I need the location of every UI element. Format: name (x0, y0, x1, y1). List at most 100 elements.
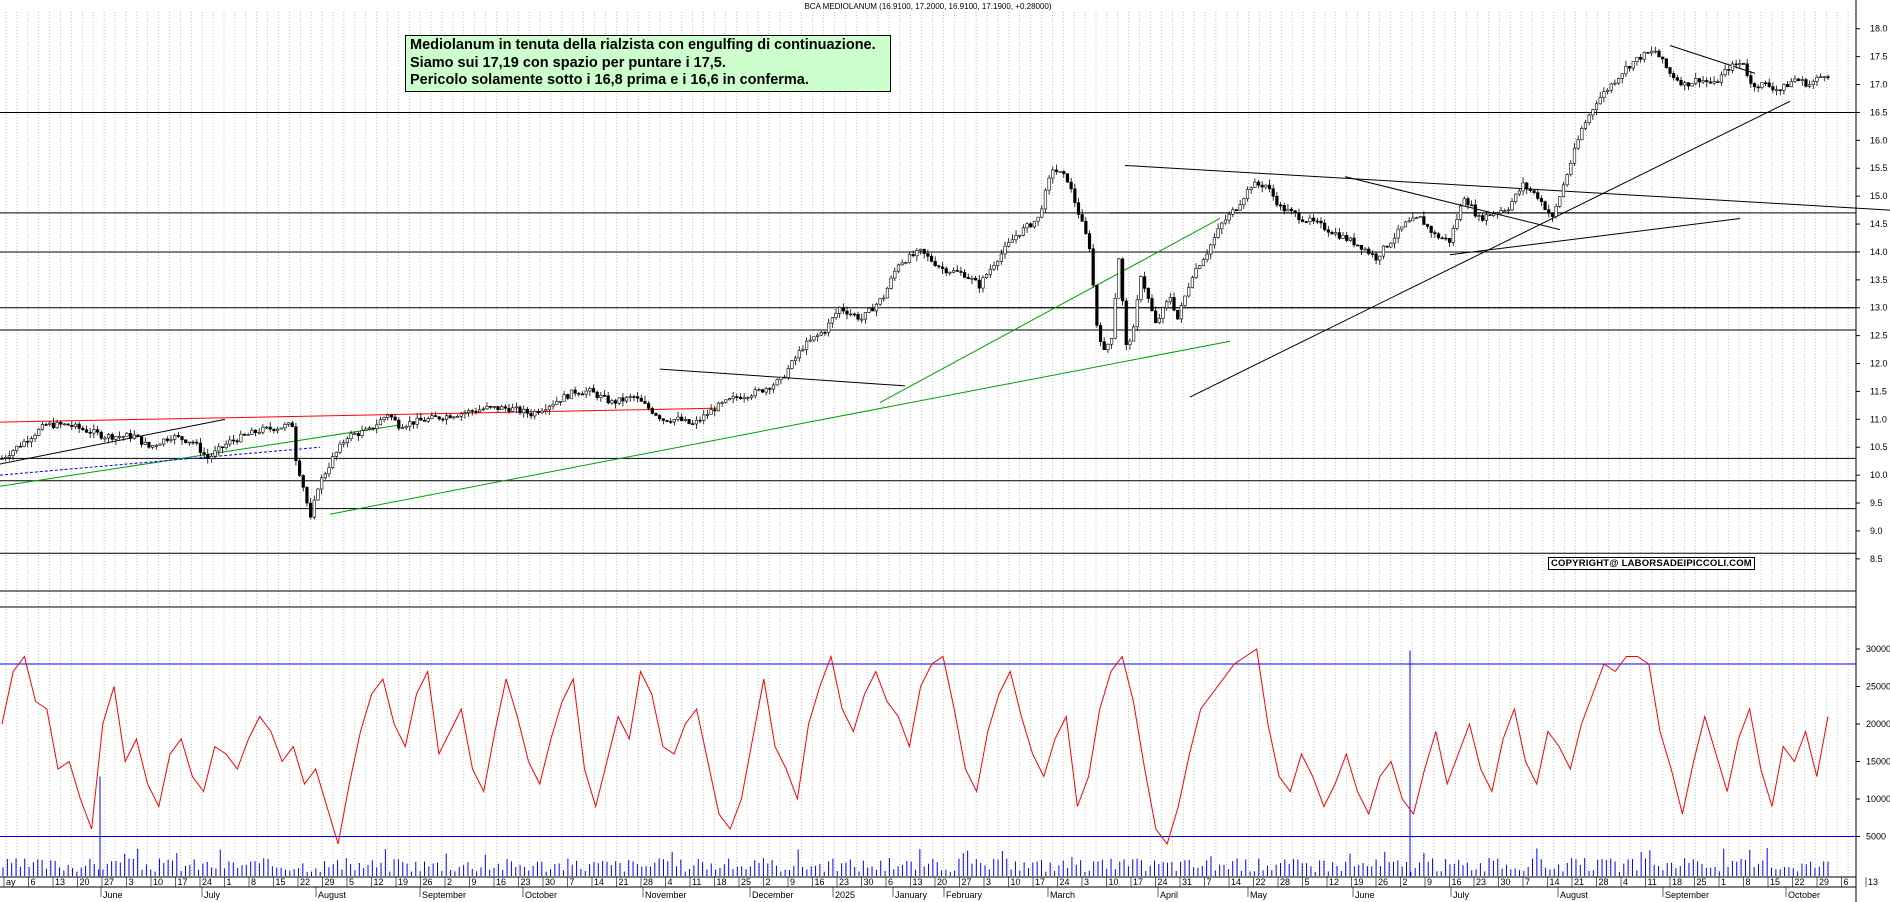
candle-body (1403, 221, 1408, 228)
candle-body (1492, 213, 1496, 216)
candle-body (1425, 224, 1430, 227)
candle-body (885, 287, 890, 299)
candle-body (1220, 222, 1224, 230)
date-tick-label: 10 (1011, 877, 1021, 887)
price-tick-label: 13.5 (1870, 275, 1888, 285)
black-trendline (1124, 164, 1890, 211)
candle-body (518, 406, 522, 414)
candle-body (360, 430, 364, 436)
candle-body (889, 277, 893, 289)
date-tick-label: 7 (570, 877, 575, 887)
price-tick-label: 11.5 (1870, 386, 1887, 396)
candle-body (294, 426, 298, 462)
candle-body (1260, 184, 1264, 188)
candlesticks (0, 46, 1830, 520)
oscillator-tick-label: 15000 (1866, 757, 1890, 767)
black-trendline (1669, 45, 1756, 74)
date-tick-label: 21 (619, 877, 629, 887)
candle-body (834, 312, 838, 318)
candle-body (643, 401, 647, 404)
candle-body (705, 414, 710, 416)
date-tick-label: 23 (521, 877, 531, 887)
candle-body (1058, 171, 1062, 173)
candle-body (1073, 188, 1077, 204)
candle-body (1624, 66, 1628, 75)
month-label: April (1160, 890, 1178, 900)
candle-body (764, 388, 768, 393)
candle-body (103, 437, 107, 440)
month-label: February (946, 890, 983, 900)
candle-body (672, 418, 676, 423)
candle-body (1054, 169, 1059, 172)
date-tick-label: 24 (1158, 877, 1168, 887)
candle-body (397, 419, 401, 429)
candle-body (1451, 228, 1455, 243)
month-label: July (1453, 890, 1470, 900)
candle-body (691, 423, 695, 425)
candle-body (698, 419, 702, 422)
candle-body (1227, 214, 1231, 221)
oscillator-tick-label: 30000 (1866, 644, 1890, 654)
date-tick-label: 3 (986, 877, 991, 887)
candle-body (1808, 84, 1812, 87)
date-tick-label: 14 (1550, 877, 1560, 887)
candle-body (584, 390, 588, 395)
candle-body (1815, 77, 1819, 82)
candle-body (1356, 244, 1360, 247)
candle-body (1547, 209, 1551, 214)
candle-body (1749, 75, 1753, 84)
candle-body (264, 426, 269, 429)
date-tick-label: 4 (668, 877, 673, 887)
candle-body (779, 376, 783, 380)
candle-body (342, 442, 346, 445)
candle-body (1212, 237, 1217, 246)
candle-body (37, 429, 41, 436)
candle-body (816, 334, 820, 338)
date-tick-label: 17 (178, 877, 188, 887)
candle-body (569, 389, 574, 399)
candle-body (812, 336, 816, 341)
candle-body (1029, 223, 1033, 228)
candle-body (1256, 181, 1261, 186)
candle-body (452, 416, 456, 419)
candle-body (224, 443, 228, 448)
candle-body (624, 396, 629, 402)
candle-body (40, 424, 45, 430)
candle-body (1374, 253, 1378, 261)
candle-body (301, 475, 305, 488)
candle-body (636, 396, 640, 399)
candle-body (1304, 221, 1308, 223)
price-tick-label: 8.5 (1870, 554, 1883, 564)
date-tick-label: 8 (251, 877, 256, 887)
candle-body (768, 388, 772, 390)
candle-body (297, 460, 302, 476)
candle-body (165, 438, 169, 441)
candle-body (202, 452, 206, 455)
candle-body (687, 419, 691, 424)
candle-body (1503, 210, 1507, 212)
candle-body (334, 451, 338, 457)
month-label: June (103, 890, 123, 900)
candle-body (511, 407, 515, 412)
candle-body (1301, 219, 1305, 222)
candle-body (658, 415, 662, 420)
candle-body (176, 435, 180, 437)
date-tick-label: 17 (1133, 877, 1143, 887)
candle-body (1447, 237, 1452, 243)
candle-body (1278, 204, 1283, 207)
candle-body (349, 433, 353, 439)
candle-body (320, 477, 324, 490)
candle-body (1532, 190, 1536, 193)
candle-body (1789, 81, 1793, 88)
month-label: September (1665, 890, 1709, 900)
candle-body (1135, 299, 1139, 328)
candle-body (760, 389, 765, 393)
candle-body (1539, 198, 1544, 202)
candle-body (1620, 73, 1624, 79)
candle-body (136, 434, 140, 437)
candle-body (746, 397, 750, 399)
candle-body (128, 433, 133, 439)
price-tick-label: 9.0 (1870, 526, 1883, 536)
candle-body (937, 265, 941, 268)
date-tick-label: 17 (1035, 877, 1045, 887)
